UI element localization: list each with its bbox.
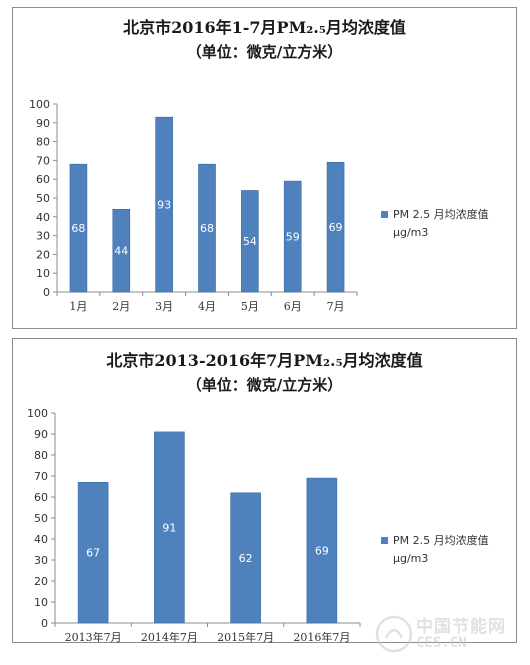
x-tick-label: 2013年7月 <box>65 630 122 644</box>
y-tick-label: 70 <box>36 154 50 167</box>
y-tick-label: 70 <box>34 470 48 483</box>
bar-data-label: 54 <box>243 235 257 248</box>
x-tick-label: 7月 <box>327 300 345 313</box>
bar <box>241 190 259 293</box>
y-tick-label: 100 <box>29 98 50 111</box>
bar <box>154 431 185 624</box>
bar-data-label: 67 <box>86 547 100 560</box>
y-tick-label: 30 <box>34 554 48 567</box>
y-tick-label: 60 <box>34 491 48 504</box>
bar-data-label: 62 <box>239 552 253 565</box>
x-tick-label: 3月 <box>155 300 173 313</box>
y-tick-label: 90 <box>34 428 48 441</box>
y-tick-label: 30 <box>36 230 50 243</box>
y-tick-label: 50 <box>34 512 48 525</box>
x-tick-label: 2月 <box>112 300 130 313</box>
y-tick-label: 80 <box>34 449 48 462</box>
y-tick-label: 80 <box>36 136 50 149</box>
y-tick-label: 50 <box>36 192 50 205</box>
bar-data-label: 59 <box>286 231 300 244</box>
y-tick-label: 40 <box>36 211 50 224</box>
bar-data-label: 69 <box>329 221 343 234</box>
x-tick-label: 6月 <box>284 300 302 313</box>
y-tick-label: 90 <box>36 117 50 130</box>
y-tick-label: 60 <box>36 173 50 186</box>
x-tick-label: 2014年7月 <box>141 630 198 644</box>
legend-unit: μg/m3 <box>393 226 429 239</box>
bar-data-label: 44 <box>114 245 128 258</box>
chart-title: 北京市2016年1-7月PM₂.₅月均浓度值 <box>123 18 406 37</box>
legend-label: PM 2.5 月均浓度值 <box>393 534 489 547</box>
y-tick-label: 100 <box>27 407 48 420</box>
bar-chart-july-yearly: 0 10 20 30 40 50 60 70 80 90 100 67 2013年7月 91 2014年7月… <box>27 407 361 644</box>
x-tick-label: 2015年7月 <box>217 630 274 644</box>
y-tick-label: 20 <box>34 575 48 588</box>
chart-subtitle: （单位：微克/立方米） <box>186 43 343 61</box>
watermark-en: CES.CN <box>416 635 467 651</box>
x-tick-label: 2016年7月 <box>293 630 350 644</box>
bar-data-label: 68 <box>71 222 85 235</box>
x-tick-label: 4月 <box>198 300 216 313</box>
chart-title: 北京市2013-2016年7月PM₂.₅月均浓度值 <box>106 351 423 370</box>
bar <box>112 208 131 293</box>
legend-unit: μg/m3 <box>393 552 429 565</box>
bar <box>198 163 216 293</box>
watermark-cn: 中国节能网 <box>416 617 506 637</box>
watermark-logo: 中国节能网 CES.CN <box>372 608 522 658</box>
legend-swatch <box>381 537 388 544</box>
bar <box>230 492 261 624</box>
x-tick-label: 1月 <box>69 300 87 313</box>
y-tick-label: 0 <box>43 286 50 299</box>
watermark-emblem-icon <box>375 615 413 653</box>
legend-swatch <box>381 211 388 218</box>
y-tick-label: 20 <box>36 248 50 261</box>
bar <box>326 161 345 293</box>
bar <box>306 477 338 624</box>
y-tick-label: 0 <box>41 617 48 630</box>
y-tick-label: 10 <box>36 267 50 280</box>
bar-data-label: 69 <box>315 545 329 558</box>
bar <box>155 116 173 293</box>
y-tick-label: 10 <box>34 596 48 609</box>
y-tick-label: 40 <box>34 533 48 546</box>
bar <box>69 163 88 293</box>
chart-panel-july-yearly: 北京市2013-2016年7月PM₂.₅月均浓度值 （单位：微克/立方米） 0 1… <box>12 338 517 644</box>
bar <box>77 482 109 624</box>
legend-label: PM 2.5 月均浓度值 <box>393 208 489 221</box>
chart-subtitle: （单位：微克/立方米） <box>186 376 343 394</box>
bar-data-label: 93 <box>157 199 171 212</box>
bar-data-label: 91 <box>162 521 176 534</box>
chart-panel-2016-monthly: 北京市2016年1-7月PM₂.₅月均浓度值 （单位：微克/立方米） 0 10 20… <box>12 7 517 329</box>
bar-chart-2016-monthly: 0 10 20 30 40 50 60 70 80 90 100 68 1月 44 2月 93 3月 68 4月 54… <box>29 98 358 313</box>
x-tick-label: 5月 <box>241 300 259 313</box>
bar-data-label: 68 <box>200 222 214 235</box>
bar <box>283 180 302 293</box>
